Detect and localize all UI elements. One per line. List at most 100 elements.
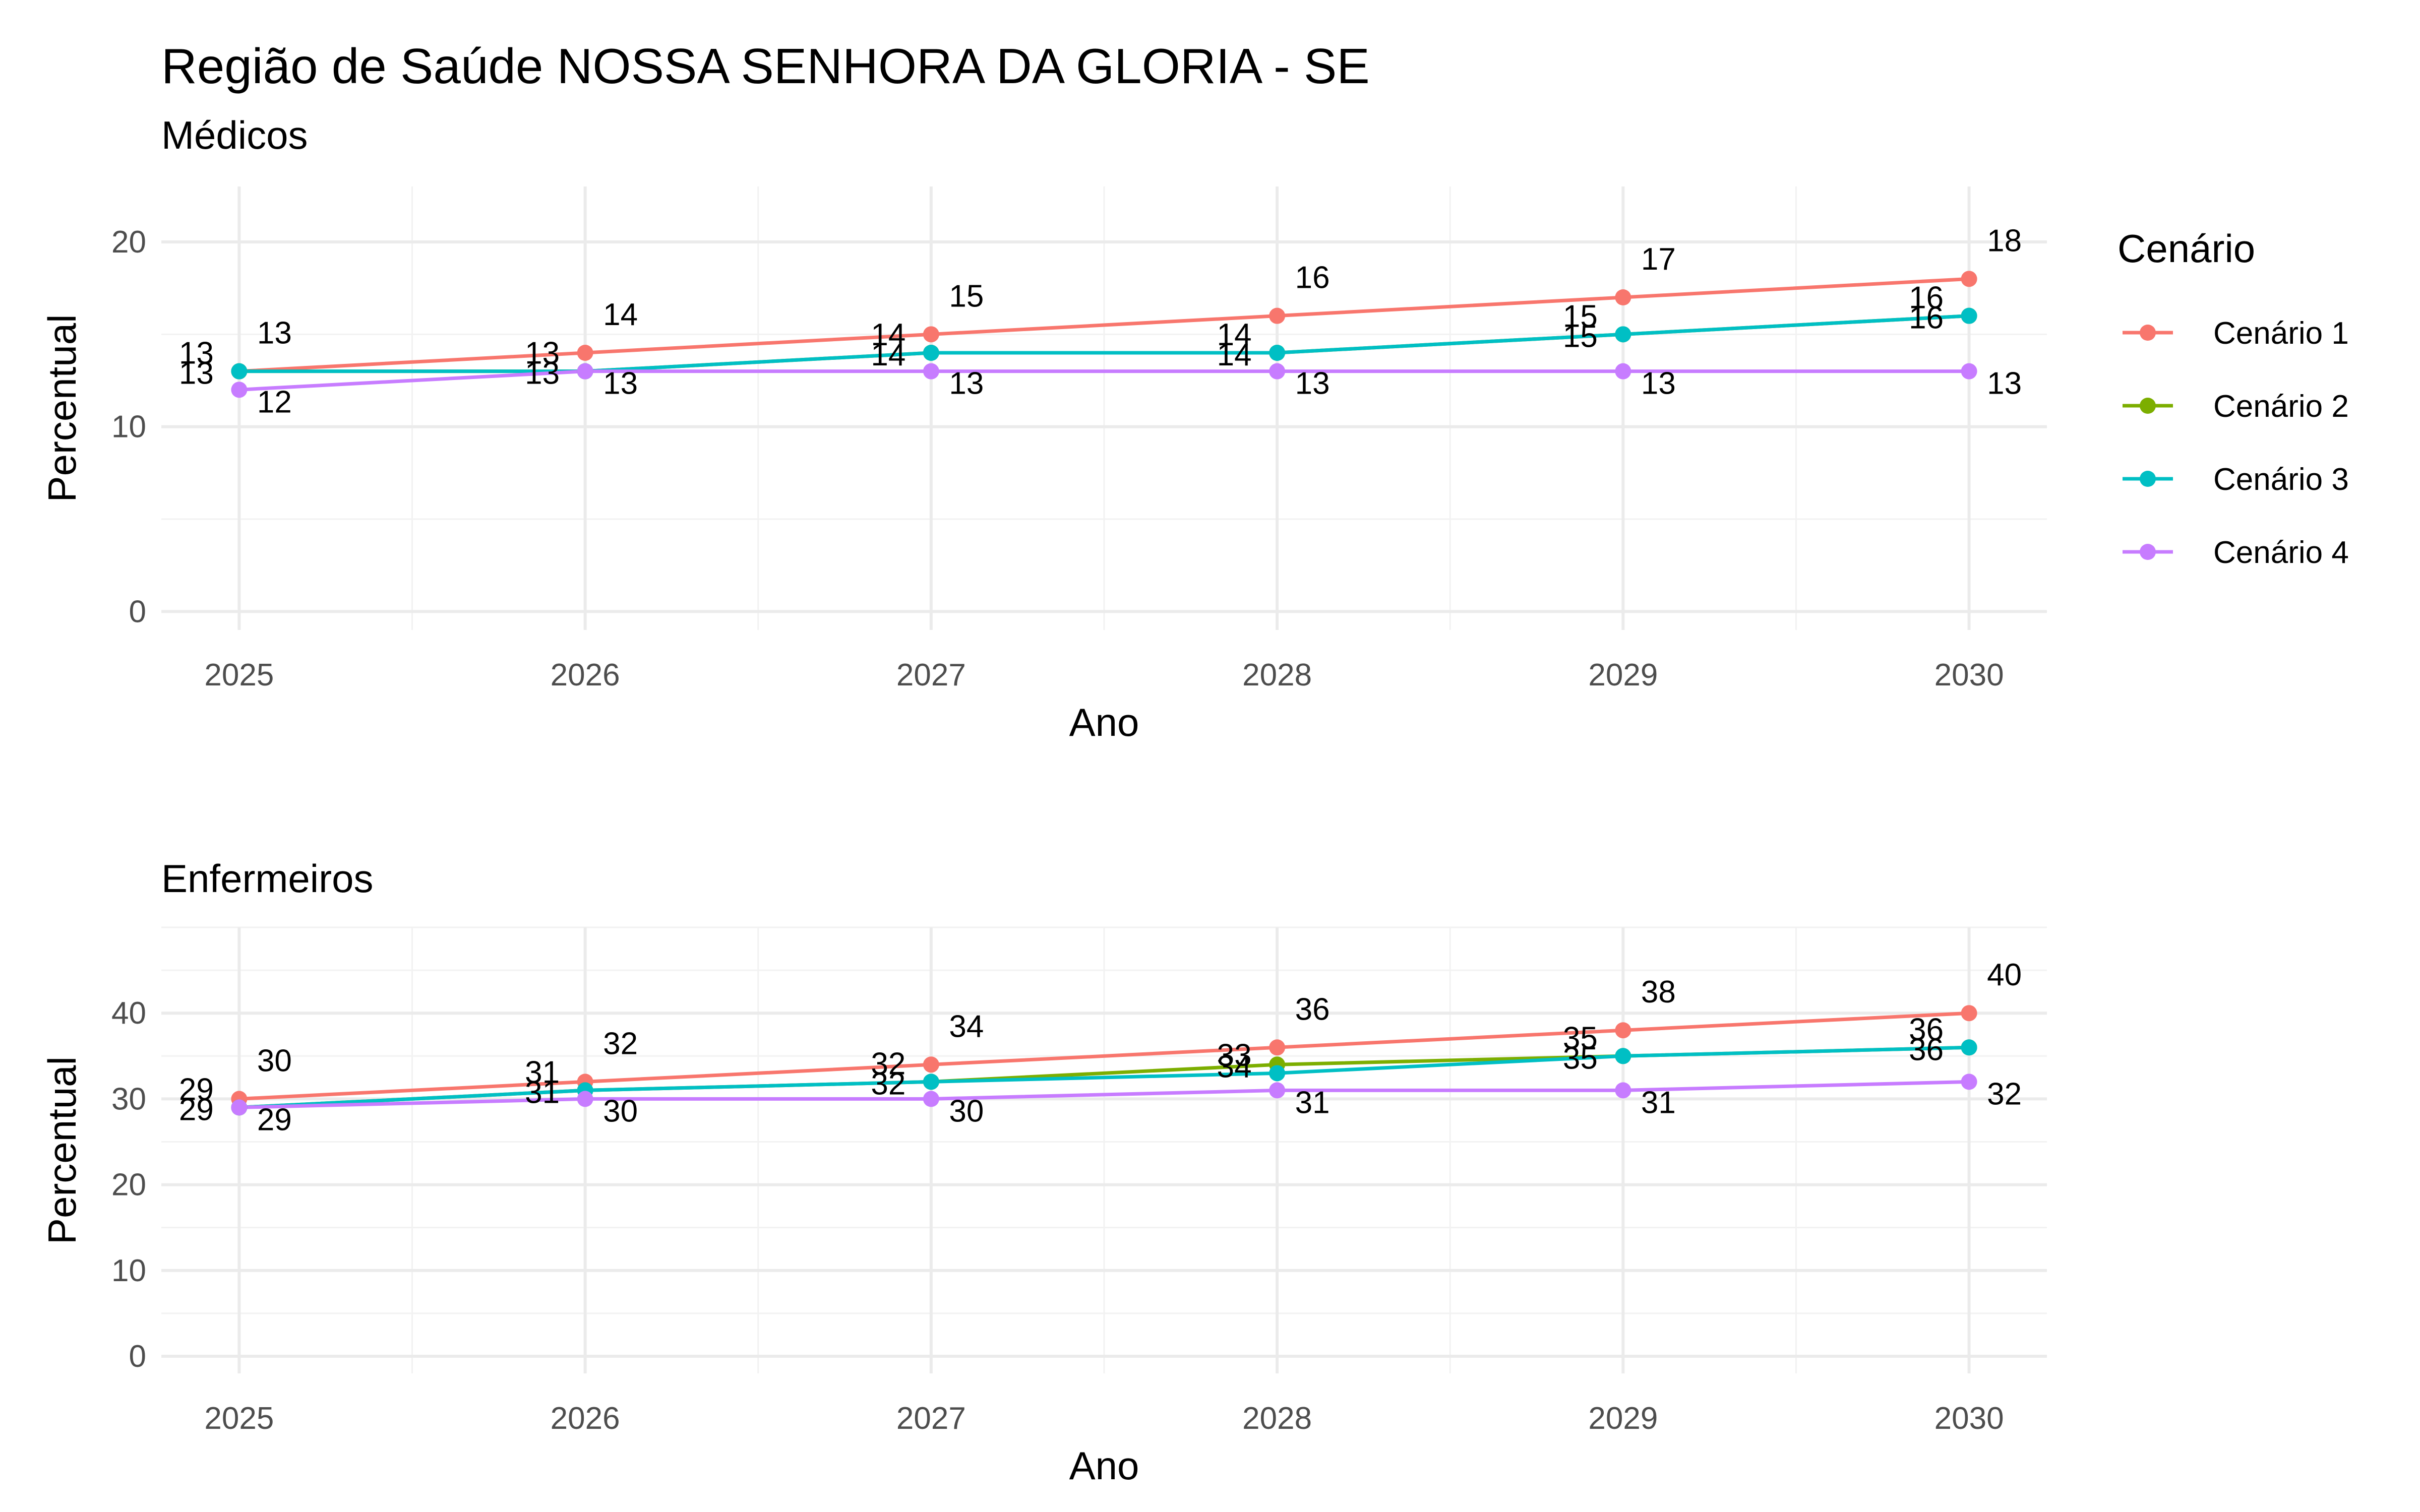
data-point <box>1615 1082 1631 1099</box>
data-label: 15 <box>949 279 984 313</box>
legend: Cenário Cenário 1 Cenário 2 Cenário 3 Cenári… <box>2118 226 2349 570</box>
legend-key <box>2123 471 2173 487</box>
data-label: 14 <box>603 297 638 332</box>
x-tick-label: 2027 <box>896 1401 966 1436</box>
chart-title: Região de Saúde NOSSA SENHORA DA GLORIA … <box>161 38 1370 94</box>
y-axis-title: Percentual <box>40 1056 84 1244</box>
data-label: 36 <box>1909 1012 1944 1047</box>
legend-label: Cenário 2 <box>2213 389 2349 424</box>
data-label: 29 <box>179 1092 214 1127</box>
data-label: 13 <box>603 366 638 401</box>
data-label: 13 <box>525 356 560 391</box>
x-tick-label: 2025 <box>204 1401 274 1436</box>
data-label: 36 <box>1909 1032 1944 1067</box>
data-label: 30 <box>949 1094 984 1128</box>
x-tick-label: 2030 <box>1934 658 2004 692</box>
data-point <box>1615 326 1631 343</box>
series-line <box>239 277 1969 373</box>
data-point <box>1961 1039 1977 1056</box>
data-label: 32 <box>871 1046 905 1081</box>
data-label: 13 <box>1987 366 2022 401</box>
legend-key-point <box>2140 398 2156 414</box>
data-label: 13 <box>257 316 292 351</box>
data-label: 15 <box>1563 299 1598 334</box>
data-point <box>577 345 593 361</box>
series-line <box>239 1080 1969 1109</box>
series-line <box>239 1011 1969 1101</box>
data-point <box>1269 1082 1286 1099</box>
data-point <box>1615 289 1631 305</box>
legend-title: Cenário <box>2118 226 2255 271</box>
data-point <box>1615 363 1631 380</box>
x-tick-label: 2026 <box>551 1401 620 1436</box>
data-point <box>577 363 593 380</box>
data-label: 40 <box>1987 958 2022 992</box>
data-label: 13 <box>525 336 560 371</box>
data-point <box>1269 345 1286 361</box>
data-point <box>231 1099 248 1116</box>
data-label: 31 <box>1295 1085 1330 1120</box>
data-point <box>1269 1065 1286 1082</box>
x-axis-title: Ano <box>1069 700 1139 744</box>
data-point <box>1615 1048 1631 1064</box>
data-point <box>923 326 939 343</box>
data-label: 30 <box>257 1043 292 1078</box>
data-label: 16 <box>1295 261 1330 295</box>
data-point <box>1269 1039 1286 1056</box>
data-point <box>577 1091 593 1107</box>
y-tick-label: 40 <box>111 996 146 1031</box>
data-label: 15 <box>1563 319 1598 354</box>
data-label: 33 <box>1217 1038 1252 1073</box>
data-label: 13 <box>1641 366 1676 401</box>
legend-label: Cenário 4 <box>2213 535 2349 570</box>
data-label: 16 <box>1909 281 1944 316</box>
data-point <box>231 382 248 398</box>
data-label: 31 <box>1641 1085 1676 1120</box>
data-label: 32 <box>603 1026 638 1061</box>
data-point <box>1269 307 1286 324</box>
data-point <box>1961 271 1977 287</box>
y-tick-label: 10 <box>111 410 146 445</box>
series-line <box>239 369 1969 392</box>
data-point <box>1961 363 1977 380</box>
data-label: 29 <box>257 1102 292 1137</box>
data-label: 14 <box>871 318 905 352</box>
data-label: 32 <box>871 1066 905 1101</box>
legend-label: Cenário 1 <box>2213 316 2349 351</box>
data-label: 14 <box>871 338 905 372</box>
data-point <box>231 363 248 380</box>
data-label: 34 <box>949 1009 984 1044</box>
data-point <box>923 1091 939 1107</box>
x-tick-label: 2028 <box>1242 658 1312 692</box>
series-line <box>239 1045 1969 1109</box>
panel-subtitle: Enfermeiros <box>161 856 373 901</box>
y-tick-label: 20 <box>111 225 146 260</box>
panel-subtitle: Médicos <box>161 113 308 157</box>
y-tick-label: 30 <box>111 1082 146 1116</box>
data-label: 31 <box>525 1075 560 1110</box>
legend-key <box>2123 325 2173 341</box>
data-point <box>923 363 939 380</box>
y-tick-label: 0 <box>129 1339 146 1374</box>
data-point <box>923 1056 939 1073</box>
data-label: 13 <box>1295 366 1330 401</box>
data-label: 36 <box>1295 992 1330 1027</box>
y-tick-label: 20 <box>111 1168 146 1203</box>
data-point <box>1615 1022 1631 1039</box>
legend-key-point <box>2140 544 2156 560</box>
legend-key-point <box>2140 471 2156 487</box>
x-tick-label: 2026 <box>551 658 620 692</box>
data-label: 17 <box>1641 242 1676 277</box>
x-tick-label: 2028 <box>1242 1401 1312 1436</box>
series-line <box>239 314 1969 373</box>
legend-key-point <box>2140 325 2156 341</box>
x-tick-label: 2030 <box>1934 1401 2004 1436</box>
x-tick-label: 2029 <box>1588 1401 1658 1436</box>
data-label: 13 <box>179 336 214 371</box>
data-point <box>1269 363 1286 380</box>
data-label: 31 <box>525 1055 560 1090</box>
x-tick-label: 2027 <box>896 658 966 692</box>
